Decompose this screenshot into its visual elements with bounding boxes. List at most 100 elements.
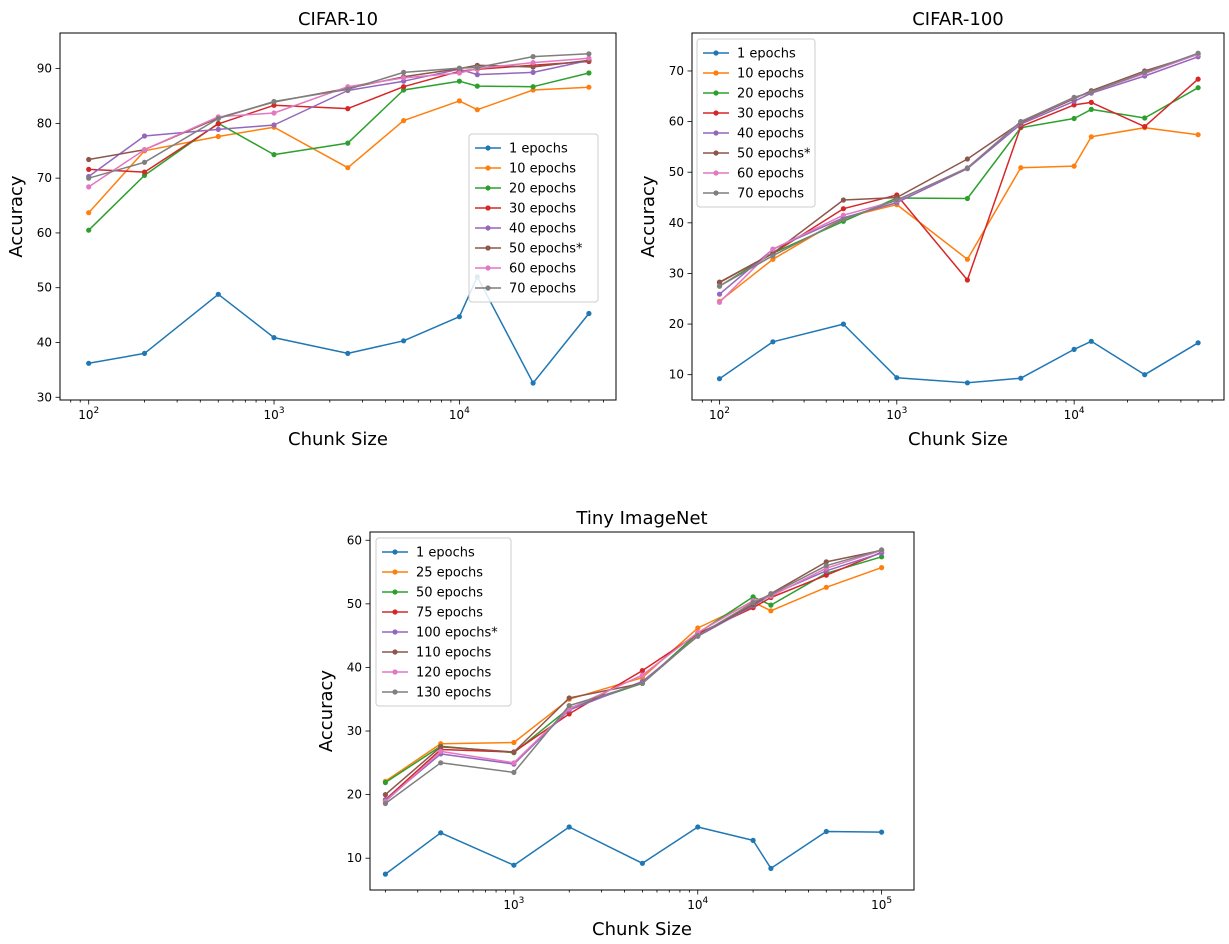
data-point <box>382 800 388 807</box>
legend-marker <box>713 130 719 136</box>
y-tick-label: 20 <box>669 317 684 331</box>
y-axis-label: Accuracy <box>316 670 337 753</box>
y-tick-label: 80 <box>37 116 52 130</box>
data-point <box>271 98 277 105</box>
data-point <box>716 279 723 285</box>
data-point <box>141 159 148 165</box>
legend-box <box>696 38 816 208</box>
data-point <box>530 60 536 66</box>
series-line <box>719 53 1199 283</box>
legend-label: 25 epochs <box>416 566 483 581</box>
data-point <box>456 65 462 71</box>
data-point <box>639 672 646 678</box>
legend-marker <box>485 245 491 251</box>
x-tick-label: 103 <box>503 896 524 912</box>
y-axis-label: Accuracy <box>6 175 27 258</box>
legend-label: 50 epochs* <box>737 147 811 162</box>
legend-marker <box>485 285 491 291</box>
data-point <box>770 256 776 262</box>
series-line <box>88 53 589 179</box>
data-point <box>586 70 592 76</box>
legend-label: 75 epochs <box>416 606 483 621</box>
data-point <box>1195 132 1201 138</box>
series-line <box>719 126 1199 302</box>
data-point <box>1071 163 1077 169</box>
data-point <box>879 547 885 553</box>
data-point <box>770 253 776 259</box>
x-tick-label: 105 <box>871 896 892 912</box>
data-point <box>586 55 592 61</box>
y-tick-label: 50 <box>347 597 362 611</box>
data-point <box>401 75 407 81</box>
data-point <box>438 760 444 766</box>
data-point <box>964 195 971 202</box>
series-line <box>384 826 882 875</box>
chart-title: Tiny ImageNet <box>575 508 707 529</box>
data-point <box>345 165 351 171</box>
data-point <box>382 792 388 798</box>
data-point <box>716 299 723 305</box>
data-point <box>215 291 221 297</box>
data-point <box>639 860 646 866</box>
data-point <box>716 376 723 382</box>
data-point <box>474 72 480 78</box>
legend-label: 60 epochs <box>737 167 804 182</box>
data-point <box>401 69 407 75</box>
legend-marker <box>392 609 398 615</box>
data-point <box>716 291 723 297</box>
data-point <box>86 210 92 216</box>
legend-label: 1 epochs <box>416 546 475 561</box>
data-point <box>1195 85 1201 91</box>
legend-marker <box>485 145 491 151</box>
chart-title: CIFAR-100 <box>912 9 1004 30</box>
data-point <box>86 156 92 163</box>
data-point <box>86 227 92 233</box>
data-point <box>586 51 592 57</box>
x-axis-label: Chunk Size <box>592 919 692 940</box>
data-point <box>511 749 517 755</box>
data-point <box>639 680 646 686</box>
data-point <box>1142 372 1148 378</box>
data-point <box>964 256 971 262</box>
data-point <box>1088 338 1094 344</box>
data-point <box>345 140 351 146</box>
data-point <box>345 350 351 356</box>
series-line <box>88 86 589 214</box>
y-tick-label: 30 <box>347 724 362 738</box>
series-line <box>88 72 590 231</box>
data-point <box>474 64 480 71</box>
legend-marker <box>392 649 398 655</box>
data-point <box>271 110 277 116</box>
x-axis-label: Chunk Size <box>908 429 1008 450</box>
x-tick-label: 103 <box>264 406 285 422</box>
data-point <box>401 338 407 344</box>
data-point <box>271 335 277 341</box>
data-point <box>215 133 221 140</box>
y-tick-label: 10 <box>669 368 684 382</box>
data-point <box>1088 106 1094 112</box>
chart-2: Tiny ImageNet Chunk Size Accuracy 103 104 105… <box>316 508 915 940</box>
y-tick-label: 30 <box>669 266 684 280</box>
data-point <box>141 133 148 139</box>
x-tick-label: 104 <box>449 406 470 422</box>
x-tick-label: 104 <box>687 896 708 912</box>
data-point <box>1071 346 1077 352</box>
data-point <box>879 829 885 835</box>
data-point <box>345 106 351 112</box>
x-tick-label: 102 <box>78 406 99 422</box>
data-point <box>271 122 277 128</box>
y-tick-label: 60 <box>347 533 362 547</box>
data-point <box>345 86 351 92</box>
data-point <box>511 862 517 868</box>
x-tick-label: 103 <box>886 406 907 422</box>
data-point <box>695 625 701 631</box>
data-point <box>382 779 388 786</box>
legend-label: 20 epochs <box>737 87 804 102</box>
legend-label: 130 epochs <box>416 686 492 701</box>
data-point <box>1088 89 1094 95</box>
legend-label: 40 epochs <box>509 222 576 237</box>
legend-label: 70 epochs <box>737 187 804 202</box>
legend-marker <box>485 205 491 211</box>
data-point <box>768 602 774 608</box>
